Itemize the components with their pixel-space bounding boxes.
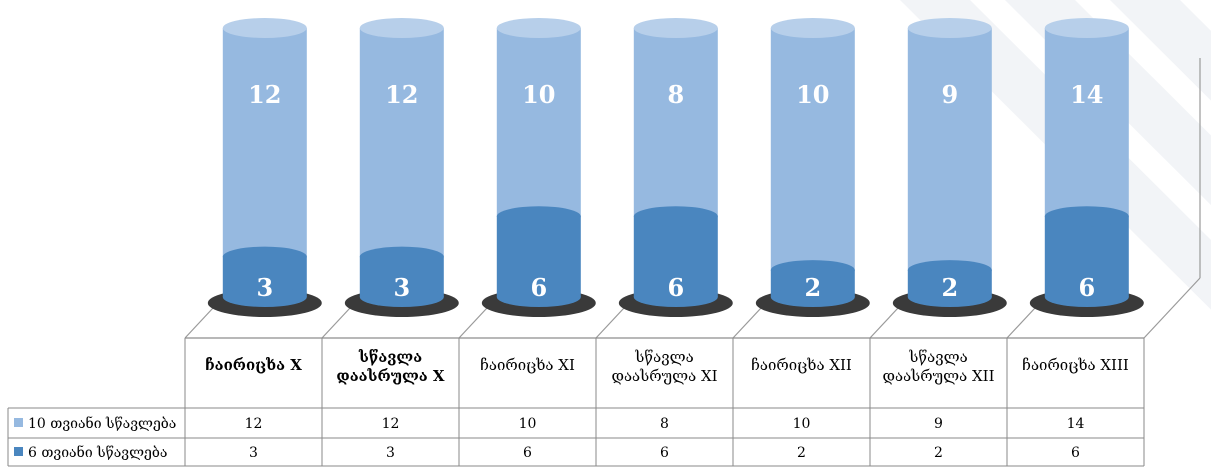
data-label-10-month: 9 bbox=[941, 80, 958, 109]
cylinder-top-cap bbox=[222, 18, 307, 38]
table-cell: 10 bbox=[793, 416, 811, 432]
data-label-10-month: 10 bbox=[522, 80, 555, 109]
category-label: ჩაირიცხა XII bbox=[751, 356, 852, 374]
cylinder-top-cap bbox=[907, 18, 992, 38]
bar-segment-10-month bbox=[496, 28, 581, 217]
category-label: სწავლა დაასრულა X bbox=[336, 348, 444, 385]
cylinder-top-cap bbox=[770, 18, 855, 38]
category-label: ჩაირიცხა X bbox=[205, 356, 302, 374]
cylinder-bottom-cap bbox=[359, 287, 444, 307]
table-cell: 2 bbox=[934, 445, 943, 461]
cylinder-bar: 12 3 bbox=[344, 18, 459, 317]
bar-segment-10-month bbox=[770, 28, 855, 271]
table-cell: 2 bbox=[797, 445, 806, 461]
cylinder-bottom-cap bbox=[1044, 287, 1129, 307]
data-label-6-month: 2 bbox=[804, 273, 821, 302]
cylinder-bar: 10 6 bbox=[481, 18, 596, 317]
bar-segment-10-month bbox=[1044, 28, 1129, 217]
segment-split-cap bbox=[633, 206, 718, 227]
bar-segment-6-month bbox=[1044, 216, 1129, 297]
background-stripe bbox=[1110, 0, 1211, 101]
cylinder-top-cap bbox=[1044, 18, 1129, 38]
cylinder-bar: 14 6 bbox=[1029, 18, 1144, 317]
category-label: სწავლა დაასრულა XI bbox=[611, 348, 717, 385]
segment-split-cap bbox=[1044, 206, 1129, 227]
data-label-10-month: 10 bbox=[796, 80, 829, 109]
cylinder-bottom-cap bbox=[222, 287, 307, 307]
segment-split-cap bbox=[359, 246, 444, 267]
category-label: ჩაირიცხა XI bbox=[480, 356, 575, 374]
legend-label: 6 თვიანი სწავლება bbox=[28, 443, 167, 461]
segment-split-cap bbox=[496, 206, 581, 227]
data-label-10-month: 8 bbox=[667, 80, 684, 109]
category-label: ჩაირიცხა XIII bbox=[1022, 356, 1129, 374]
data-label-6-month: 2 bbox=[941, 273, 958, 302]
data-label-10-month: 12 bbox=[385, 80, 418, 109]
table-cell: 3 bbox=[249, 445, 258, 461]
bar-segment-6-month bbox=[633, 216, 718, 297]
cylinder-bottom-cap bbox=[770, 287, 855, 307]
segment-split-cap bbox=[222, 246, 307, 267]
category-label: სწავლა დაასრულა XII bbox=[882, 348, 994, 385]
table-cell: 9 bbox=[934, 416, 943, 432]
bar-segment-10-month bbox=[222, 28, 307, 257]
bar-segment-10-month bbox=[359, 28, 444, 257]
data-label-10-month: 14 bbox=[1070, 80, 1103, 109]
cylinder-bar: 10 2 bbox=[755, 18, 870, 317]
cylinder-bottom-cap bbox=[633, 287, 718, 307]
table-cell: 14 bbox=[1067, 416, 1085, 432]
cylinder-bottom-cap bbox=[496, 287, 581, 307]
segment-split-cap bbox=[907, 260, 992, 281]
data-label-6-month: 3 bbox=[256, 273, 273, 302]
table-cell: 8 bbox=[660, 416, 669, 432]
cylinder-top-cap bbox=[496, 18, 581, 38]
table-cell: 3 bbox=[386, 445, 395, 461]
bar-segment-6-month bbox=[496, 216, 581, 297]
data-label-6-month: 6 bbox=[530, 273, 547, 302]
cylinder-top-cap bbox=[633, 18, 718, 38]
table-cell: 12 bbox=[245, 416, 263, 432]
segment-split-cap bbox=[770, 260, 855, 281]
table-cell: 6 bbox=[660, 445, 669, 461]
bar-segment-10-month bbox=[633, 28, 718, 217]
data-label-6-month: 3 bbox=[393, 273, 410, 302]
cylinder-bar: 12 3 bbox=[207, 18, 322, 317]
data-label-6-month: 6 bbox=[1078, 273, 1095, 302]
cylinder-bar: 86 bbox=[618, 18, 733, 317]
table-cell: 12 bbox=[382, 416, 400, 432]
table-cell: 6 bbox=[1071, 445, 1080, 461]
data-table: ჩაირიცხა X სწავლა დაასრულა X ჩაირიცხა XI სწა… bbox=[7, 337, 1145, 467]
bar-segment-10-month bbox=[907, 28, 992, 271]
data-label-6-month: 6 bbox=[667, 273, 684, 302]
legend-swatch bbox=[14, 447, 23, 456]
cylinder-top-cap bbox=[359, 18, 444, 38]
table-cell: 10 bbox=[519, 416, 537, 432]
floor-divider-line bbox=[1143, 277, 1201, 339]
legend-label: 10 თვიანი სწავლება bbox=[28, 414, 176, 432]
cylinder-bar: 92 bbox=[892, 18, 1007, 317]
legend-swatch bbox=[14, 418, 23, 427]
data-label-10-month: 12 bbox=[248, 80, 281, 109]
cylinder-bottom-cap bbox=[907, 287, 992, 307]
table-cell: 6 bbox=[523, 445, 532, 461]
